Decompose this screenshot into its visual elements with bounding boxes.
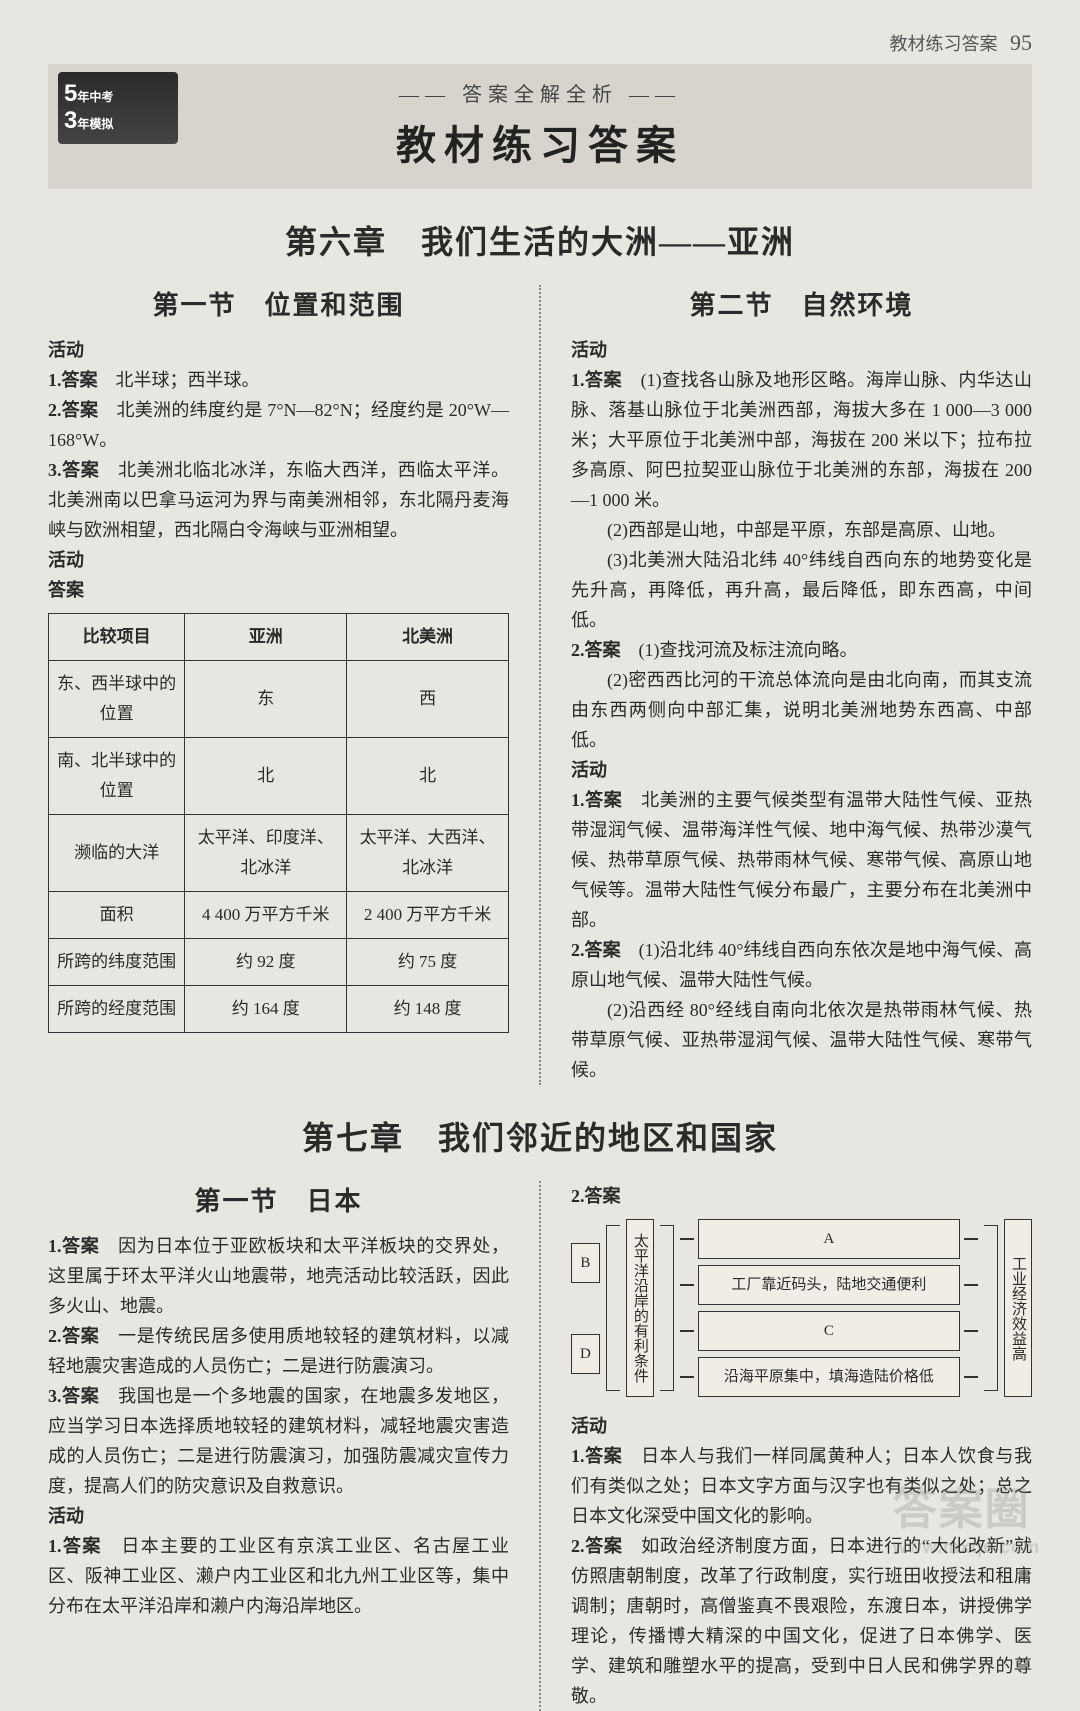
ch7s1-title: 第一节 日本 (48, 1187, 509, 1217)
table-row: 南、北半球中的位置北北 (49, 738, 509, 815)
page-number: 95 (1010, 30, 1032, 55)
series-logo: 5年中考 3年模拟 (58, 72, 178, 144)
diagram-right: 工业经济效益高 (1004, 1219, 1032, 1397)
watermark-url: www.mxqe.com (893, 1537, 1040, 1558)
activity-heading: 活动 (571, 335, 1032, 365)
answer-item: 1.答案 北半球；西半球。 (48, 365, 509, 395)
mid-bracket-icon (660, 1225, 674, 1391)
answer-item: 1.答案 日本主要的工业区有京滨工业区、名古屋工业区、阪神工业区、濑户内工业区和… (48, 1531, 509, 1621)
diagram-box-a: A (698, 1219, 960, 1259)
chapter7-title: 第七章 我们邻近的地区和国家 (48, 1113, 1032, 1159)
table-row: 濒临的大洋太平洋、印度洋、北冰洋太平洋、大西洋、北冰洋 (49, 815, 509, 892)
answer-sub: (3)北美洲大陆沿北纬 40°纬线自西向东的地势变化是先升高，再降低，再升高，最… (571, 545, 1032, 635)
column-divider (539, 1181, 541, 1711)
diagram-rows: A 工厂靠近码头，陆地交通便利 C 沿海平原集中，填海造陆价格低 (680, 1219, 978, 1397)
watermark-text: 答案圈 (893, 1485, 1031, 1534)
answer-item: 1.答案 北美洲的主要气候类型有温带大陆性气候、亚热带湿润气候、温带海洋性气候、… (571, 785, 1032, 935)
diagram-box-d: D (571, 1334, 600, 1374)
diagram-left: B D (571, 1219, 600, 1397)
answer-sub: (2)密西西比河的干流总体流向是由北向南，而其支流由东西两侧向中部汇集，说明北美… (571, 665, 1032, 755)
left-bracket-icon (606, 1225, 620, 1391)
chapter6-title: 第六章 我们生活的大洲——亚洲 (48, 217, 1032, 263)
answer-item: 2.答案 (1)沿北纬 40°纬线自西向东依次是地中海气候、高原山地气候、温带大… (571, 935, 1032, 995)
ch7-columns: 第一节 日本 1.答案 因为日本位于亚欧板块和太平洋板块的交界处，这里属于环太平… (48, 1181, 1032, 1711)
answer-label: 2.答案 (571, 1181, 1032, 1211)
table-row: 所跨的纬度范围约 92 度约 75 度 (49, 939, 509, 986)
title-band: 5年中考 3年模拟 —— 答案全解全析 —— 教材练习答案 (48, 64, 1032, 189)
diagram-box-r2: 工厂靠近码头，陆地交通便利 (698, 1265, 960, 1305)
activity-heading: 活动 (48, 1501, 509, 1531)
header-label: 教材练习答案 (890, 34, 998, 54)
answer-item: 2.答案 北美洲的纬度约是 7°N—82°N；经度约是 20°W—168°W。 (48, 395, 509, 455)
activity-heading: 活动 (48, 335, 509, 365)
right-bracket-icon (984, 1225, 998, 1391)
ch6-columns: 第一节 位置和范围 活动 1.答案 北半球；西半球。 2.答案 北美洲的纬度约是… (48, 285, 1032, 1085)
answer-sub: (2)西部是山地，中部是平原，东部是高原、山地。 (571, 515, 1032, 545)
activity-heading: 活动 (571, 755, 1032, 785)
title-sub: —— 答案全解全析 —— (48, 78, 1032, 107)
diagram-box-r4: 沿海平原集中，填海造陆价格低 (698, 1357, 960, 1397)
answer-item: 1.答案 (1)查找各山脉及地形区略。海岸山脉、内华达山脉、落基山脉位于北美洲西… (571, 365, 1032, 515)
answer-heading: 答案 (48, 575, 509, 605)
table-row: 比较项目 亚洲 北美洲 (49, 614, 509, 661)
table-row: 面积4 400 万平方千米2 400 万平方千米 (49, 892, 509, 939)
diagram-box-c: C (698, 1311, 960, 1351)
ch6-left-col: 第一节 位置和范围 活动 1.答案 北半球；西半球。 2.答案 北美洲的纬度约是… (48, 285, 509, 1085)
ch6s1-title: 第一节 位置和范围 (48, 291, 509, 321)
answer-sub: (2)沿西经 80°经线自南向北依次是热带雨林气候、热带草原气候、亚热带湿润气候… (571, 995, 1032, 1085)
answer-item: 3.答案 北美洲北临北冰洋，东临大西洋，西临太平洋。北美洲南以巴拿马运河为界与南… (48, 455, 509, 545)
diagram-box-b: B (571, 1243, 600, 1283)
answer-item: 2.答案 一是传统民居多使用质地较轻的建筑材料，以减轻地震灾害造成的人员伤亡；二… (48, 1321, 509, 1381)
factors-diagram: B D 太平洋沿岸的有利条件 A 工厂靠近码头，陆地交通便利 C 沿海平原集中，… (571, 1219, 1032, 1397)
ch6s2-title: 第二节 自然环境 (571, 291, 1032, 321)
table-row: 所跨的经度范围约 164 度约 148 度 (49, 986, 509, 1033)
table-row: 东、西半球中的位置东西 (49, 661, 509, 738)
ch7-left-col: 第一节 日本 1.答案 因为日本位于亚欧板块和太平洋板块的交界处，这里属于环太平… (48, 1181, 509, 1711)
answer-item: 3.答案 我国也是一个多地震的国家，在地震多发地区，应当学习日本选择质地较轻的建… (48, 1381, 509, 1501)
column-divider (539, 285, 541, 1085)
watermark: 答案圈 www.mxqe.com (893, 1473, 1040, 1558)
activity-heading: 活动 (571, 1411, 1032, 1441)
activity-heading: 活动 (48, 545, 509, 575)
title-main: 教材练习答案 (48, 113, 1032, 171)
diagram-vlabel: 太平洋沿岸的有利条件 (626, 1219, 654, 1397)
answer-item: 2.答案 如政治经济制度方面，日本进行的“大化改新”就仿照唐朝制度，改革了行政制… (571, 1531, 1032, 1711)
ch7-right-col: 2.答案 B D 太平洋沿岸的有利条件 A 工厂靠近码头，陆地交通便利 C 沿海… (571, 1181, 1032, 1711)
ch6-right-col: 第二节 自然环境 活动 1.答案 (1)查找各山脉及地形区略。海岸山脉、内华达山… (571, 285, 1032, 1085)
comparison-table: 比较项目 亚洲 北美洲 东、西半球中的位置东西 南、北半球中的位置北北 濒临的大… (48, 613, 509, 1033)
answer-item: 2.答案 (1)查找河流及标注流向略。 (571, 635, 1032, 665)
page-header: 教材练习答案 95 (48, 30, 1032, 56)
answer-item: 1.答案 因为日本位于亚欧板块和太平洋板块的交界处，这里属于环太平洋火山地震带，… (48, 1231, 509, 1321)
